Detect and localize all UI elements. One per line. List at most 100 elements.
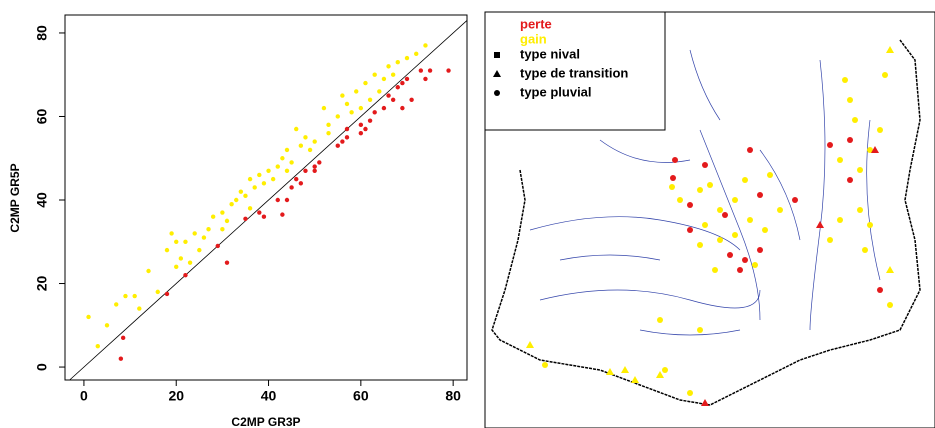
point (187, 260, 193, 265)
point (354, 89, 359, 94)
point (266, 168, 271, 173)
point (427, 68, 433, 73)
legend-label: type nival (520, 46, 580, 61)
point (358, 105, 364, 111)
map-marker (827, 142, 833, 148)
point (446, 68, 451, 73)
point (381, 105, 387, 111)
point (386, 93, 391, 98)
point (390, 97, 396, 102)
map-marker (847, 97, 853, 103)
legend-symbol (494, 90, 500, 96)
map-marker (670, 175, 676, 181)
plot-frame (64, 14, 468, 381)
point (298, 181, 304, 186)
point (289, 160, 294, 165)
legend-label: gain (520, 31, 547, 46)
map-marker (687, 390, 693, 396)
point (280, 156, 285, 161)
map-marker (757, 247, 763, 253)
point (294, 176, 299, 182)
point (294, 126, 299, 132)
point (298, 143, 304, 148)
point (372, 110, 377, 115)
point (238, 189, 244, 194)
point (409, 97, 414, 102)
point (86, 314, 91, 320)
point (104, 323, 110, 328)
map-marker (717, 207, 723, 213)
map-marker (792, 197, 798, 203)
map-marker (867, 147, 873, 153)
map-marker (742, 257, 748, 263)
point (201, 235, 207, 240)
rivers (529, 49, 881, 336)
map-marker (656, 371, 664, 378)
point (169, 231, 174, 236)
point (284, 147, 290, 153)
point (257, 210, 262, 215)
map-marker (871, 146, 879, 153)
map-marker (621, 366, 629, 373)
point (312, 168, 317, 173)
map-marker (816, 221, 824, 228)
point (114, 302, 119, 307)
map-marker (702, 222, 708, 228)
point (381, 76, 387, 82)
map-marker (727, 252, 733, 258)
point (321, 105, 327, 111)
point (164, 291, 170, 297)
map-marker (732, 232, 738, 238)
legend-label: perte (520, 16, 552, 31)
point (414, 51, 419, 57)
point (183, 272, 188, 278)
point (257, 172, 262, 178)
point (386, 64, 391, 69)
map-marker (887, 302, 893, 308)
point (155, 289, 160, 295)
map-marker (886, 46, 894, 53)
point (215, 243, 220, 249)
identity-line (69, 20, 468, 381)
point (372, 72, 377, 77)
point (229, 201, 234, 207)
point (367, 97, 373, 102)
point (377, 89, 382, 94)
map-marker (842, 77, 848, 83)
point (210, 214, 216, 219)
point (206, 227, 211, 232)
point (390, 72, 396, 77)
legend-symbol (493, 70, 501, 77)
map-marker (767, 172, 773, 178)
x-tick-label: 0 (80, 388, 88, 404)
point (303, 135, 308, 140)
point (224, 218, 230, 224)
map-marker (702, 162, 708, 168)
point (123, 293, 128, 299)
point (303, 168, 308, 173)
point (197, 247, 202, 253)
point (183, 239, 188, 244)
map-marker (762, 227, 768, 233)
legend-label: type de transition (520, 65, 628, 80)
point (423, 76, 428, 82)
point (247, 206, 253, 211)
map-marker (882, 72, 888, 78)
map-marker (707, 182, 713, 188)
legend-box (484, 11, 666, 131)
map-marker (542, 362, 548, 368)
point (118, 356, 124, 361)
point (317, 160, 322, 165)
map-marker (672, 157, 678, 163)
point (261, 181, 267, 186)
point (335, 114, 340, 119)
point (344, 126, 350, 132)
map-marker (669, 184, 675, 190)
x-tick-label: 60 (353, 388, 369, 404)
point (224, 260, 230, 265)
map-marker (606, 368, 614, 375)
point (252, 185, 257, 190)
point (395, 85, 400, 90)
y-tick-label: 20 (34, 276, 50, 292)
point (243, 216, 248, 221)
